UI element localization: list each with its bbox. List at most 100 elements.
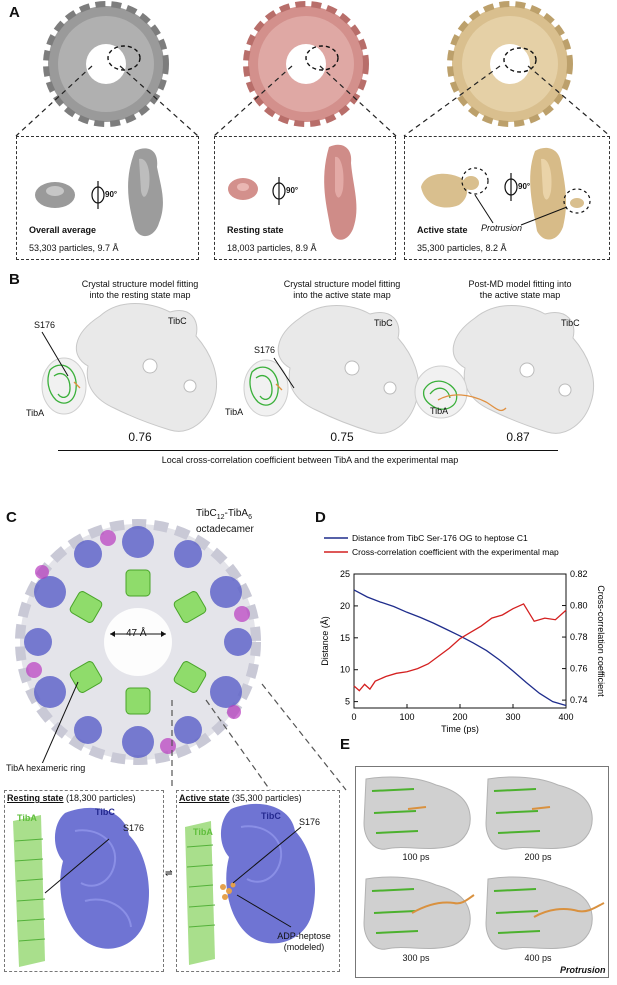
y-right-tick-label: 0.76 <box>570 664 588 674</box>
y-tick-label: 15 <box>340 633 350 643</box>
panel-b-title-1-line1: Crystal structure model fitting <box>81 279 199 289</box>
y-right-axis-label: Cross-correlation coefficient <box>596 585 606 697</box>
y-right-tick-label: 0.78 <box>570 632 588 642</box>
panel-c-octadecamer <box>15 519 261 765</box>
panel-e-label-400: 400 ps <box>524 953 552 963</box>
panel-c-active-title: Active state <box>179 793 230 803</box>
panel-b-tibc-1: TibC <box>168 316 187 326</box>
panel-a-info-active: 35,300 particles, 8.2 Å <box>417 243 507 253</box>
panel-b-title-2: Crystal structure model fitting into the… <box>252 279 432 301</box>
panel-c-active-box: Active state (35,300 particles) TibA Tib… <box>176 790 340 972</box>
panel-b-tibc-3: TibC <box>561 318 580 328</box>
panel-e-label-100: 100 ps <box>402 852 430 862</box>
panel-e-frame: 100 ps 200 ps 300 ps 400 ps Protrusion <box>355 766 609 978</box>
panel-a-box-overall: 90° Overall average 53,303 particles, 9.… <box>16 136 199 260</box>
panel-b-title-3: Post-MD model fitting into the active st… <box>430 279 610 301</box>
panel-b-value-1: 0.76 <box>128 430 152 444</box>
panel-c-resting-title: Resting state <box>7 793 64 803</box>
panel-c-adp-line2: (modeled) <box>283 942 325 952</box>
panel-a-ring-active <box>447 1 573 127</box>
panel-e-label-300: 300 ps <box>402 953 430 963</box>
panel-b-tiba-3: TibA <box>430 406 449 416</box>
panel-c-title-sub2: 6 <box>248 514 252 521</box>
panel-c-active-s176: S176 <box>299 817 321 827</box>
panel-a-box-active: 90° Protrusion Active state 35,300 parti… <box>404 136 610 260</box>
panel-b-value-2: 0.75 <box>330 430 354 444</box>
x-tick-label: 300 <box>505 712 520 722</box>
panel-b-title-3-line1: Post-MD model fitting into <box>468 279 572 289</box>
y-tick-label: 5 <box>345 697 350 707</box>
panel-c-resting-header: Resting state (18,300 particles) <box>7 793 136 804</box>
panel-c-equilibrium-arrow: ⇌ <box>165 868 173 878</box>
panel-a-state-active: Active state <box>417 225 468 235</box>
panel-b-divider <box>58 450 558 451</box>
panel-d-letter: D <box>315 509 326 526</box>
panel-b-value-3: 0.87 <box>506 430 530 444</box>
series-line-2 <box>353 603 567 692</box>
legend-label-1: Distance from TibC Ser-176 OG to heptose… <box>352 533 528 543</box>
panel-b-tibc-2: TibC <box>374 318 393 328</box>
panel-c-active-tibc: TibC <box>261 811 281 821</box>
panel-a-rot-1: 90° <box>105 190 118 199</box>
panel-b-footer: Local cross-correlation coefficient betw… <box>161 455 459 465</box>
x-tick-label: 200 <box>452 712 467 722</box>
panel-a-letter: A <box>9 4 20 21</box>
panel-c-title-line1: TibC12-TibA6 <box>196 508 254 524</box>
panel-b-title-1-line2: into the resting state map <box>89 290 191 300</box>
panel-a-protrusion-callout: Protrusion <box>481 223 523 233</box>
panel-c-active-tiba: TibA <box>193 827 213 837</box>
panel-c-distance: 47 Å <box>126 628 147 639</box>
panel-a-state-resting: Resting state <box>227 225 284 235</box>
panel-a-info-resting: 18,003 particles, 8.9 Å <box>227 243 317 253</box>
x-axis-label: Time (ps) <box>441 724 479 734</box>
panel-c-resting-tiba: TibA <box>17 813 37 823</box>
panel-c-title-sub1: 12 <box>216 514 225 521</box>
panel-c-adp-heptose: ADP-heptose (modeled) <box>269 931 339 953</box>
panel-c-active-count: (35,300 particles) <box>232 793 302 803</box>
panel-b-letter: B <box>9 271 20 288</box>
y-tick-label: 25 <box>340 569 350 579</box>
panel-c-resting-s176: S176 <box>123 823 145 833</box>
x-tick-label: 100 <box>399 712 414 722</box>
y-right-tick-label: 0.74 <box>570 695 588 705</box>
panel-c-adp-line1: ADP-heptose <box>277 931 331 941</box>
x-tick-label: 400 <box>558 712 573 722</box>
series-line-1 <box>353 589 567 707</box>
plot-frame <box>353 573 567 709</box>
panel-c-title-tiba: -TibA <box>224 508 249 519</box>
panel-e-caption: Protrusion <box>560 965 606 975</box>
panel-b-s176-2: S176 <box>254 345 276 355</box>
panel-a-connectors <box>15 65 611 137</box>
panel-c-ring-label-2: TibA hexameric ring <box>6 763 86 774</box>
panel-e-label-200: 200 ps <box>524 852 552 862</box>
panel-c-title-line2: octadecamer <box>196 524 254 535</box>
y-axis-label: Distance (Å) <box>320 616 330 666</box>
panel-c-title-tibc: TibC <box>196 508 217 519</box>
panel-c-title: TibC12-TibA6 octadecamer <box>196 508 254 536</box>
x-tick-label: 0 <box>351 712 356 722</box>
panel-a-state-overall: Overall average <box>29 225 97 235</box>
panel-c-active-header: Active state (35,300 particles) <box>179 793 302 804</box>
panel-b-density-maps <box>41 303 595 434</box>
panel-b-tiba-2: TibA <box>225 407 244 417</box>
panel-a-box-resting: 90° Resting state 18,003 particles, 8.9 … <box>214 136 396 260</box>
legend-label-2: Cross-correlation coefficient with the e… <box>352 547 559 557</box>
y-right-tick-label: 0.80 <box>570 601 588 611</box>
panel-b-title-2-line2: into the active state map <box>293 290 391 300</box>
panel-a-rot-3: 90° <box>518 182 531 191</box>
panel-a-ring-overall <box>43 1 169 127</box>
y-right-tick-label: 0.82 <box>570 569 588 579</box>
panel-c-resting-box: Resting state (18,300 particles) TibA Ti… <box>4 790 164 972</box>
panel-b-tiba-1: TibA <box>26 408 45 418</box>
y-tick-label: 10 <box>340 665 350 675</box>
panel-b-s176-1: S176 <box>34 320 56 330</box>
panel-a-ring-resting <box>243 1 369 127</box>
panel-a-rot-2: 90° <box>286 186 299 195</box>
panel-c-resting-count: (18,300 particles) <box>66 793 136 803</box>
panel-d-chart: 0 100 200 300 400 5 10 15 20 25 0.74 0.76 0.78 0.80 0.… <box>320 533 606 734</box>
panel-c-letter: C <box>6 509 17 526</box>
panel-c-resting-tibc: TibC <box>95 807 115 817</box>
panel-b-title-1: Crystal structure model fitting into the… <box>50 279 230 301</box>
panel-b-title-3-line2: the active state map <box>479 290 561 300</box>
